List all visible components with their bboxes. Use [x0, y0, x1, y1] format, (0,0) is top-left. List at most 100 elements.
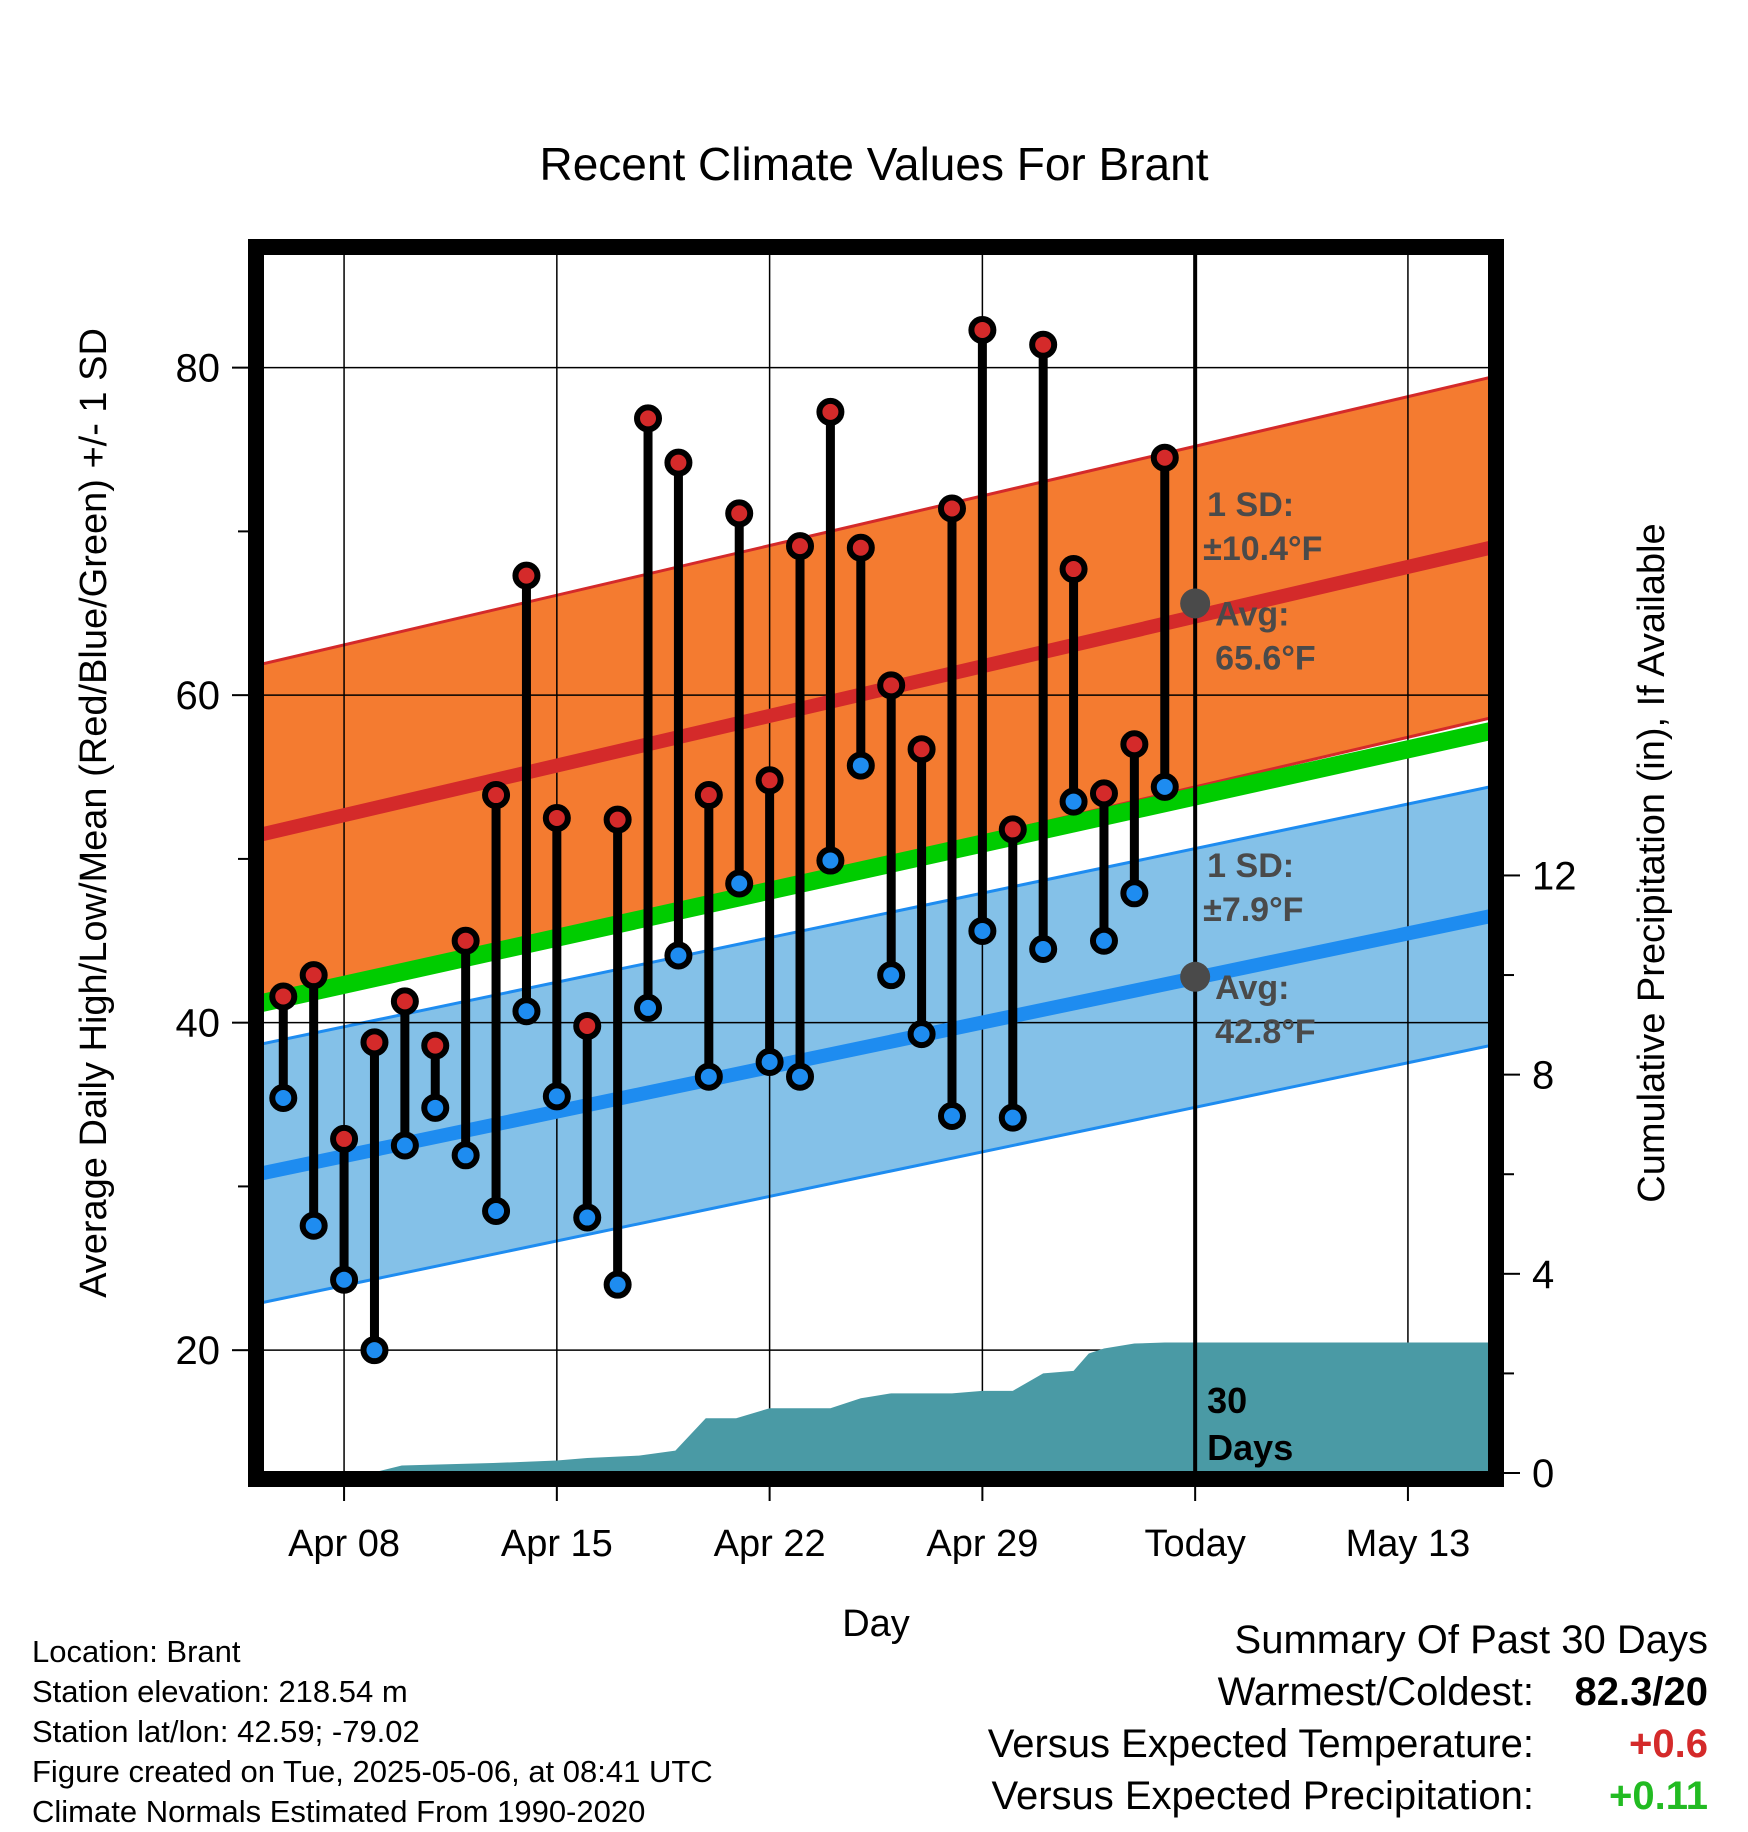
x-tick-label: May 13	[1346, 1523, 1471, 1565]
daily-high-point	[694, 781, 723, 810]
y2-tick-label: 12	[1532, 854, 1577, 898]
daily-low-point	[1029, 934, 1058, 963]
daily-high-point	[330, 1124, 359, 1153]
daily-high-point	[360, 1028, 389, 1057]
low-avg-marker	[1180, 961, 1211, 992]
daily-high-point	[755, 766, 784, 795]
daily-high-point	[816, 397, 845, 426]
days-word-label: Days	[1207, 1427, 1293, 1468]
daily-low-point	[1089, 926, 1118, 955]
plot-frame	[248, 239, 1504, 1487]
daily-low-point	[816, 846, 845, 875]
temp-vs-expected-label: Versus Expected Temperature:	[987, 1722, 1534, 1766]
daily-low-point	[937, 1102, 966, 1131]
precip-vs-expected-value: +0.11	[1608, 1774, 1708, 1818]
daily-high-point	[998, 815, 1027, 844]
low-sd-value: ±7.9°F	[1203, 891, 1303, 929]
daily-high-point	[573, 1011, 602, 1040]
daily-low-point	[1059, 787, 1088, 816]
days-count-label: 30	[1207, 1380, 1247, 1421]
summary-panel: Summary Of Past 30 Days Warmest/Coldest:…	[988, 1618, 1708, 1826]
y2-axis-label: Cumulative Precipitation (in), If Availa…	[1631, 523, 1673, 1202]
daily-high-point	[603, 805, 632, 834]
daily-low-point	[877, 961, 906, 990]
x-tick-label: Apr 22	[714, 1523, 826, 1565]
daily-low-point	[664, 941, 693, 970]
warmest-value: 82.3/20	[1574, 1670, 1708, 1714]
daily-low-point	[299, 1211, 328, 1240]
temp-vs-expected-value: +0.6	[1629, 1722, 1708, 1766]
daily-low-point	[725, 869, 754, 898]
daily-low-point	[421, 1093, 450, 1122]
daily-high-point	[390, 987, 419, 1016]
daily-low-point	[755, 1047, 784, 1076]
daily-high-point	[299, 961, 328, 990]
low-sd-title: 1 SD:	[1207, 847, 1294, 885]
low-avg-title: Avg:	[1215, 969, 1289, 1007]
daily-low-point	[451, 1141, 480, 1170]
high-sd-band-upper-edge	[262, 375, 1490, 666]
high-avg-title: Avg:	[1215, 595, 1289, 633]
precip-vs-expected-label: Versus Expected Precipitation:	[991, 1774, 1534, 1818]
daily-low-point	[573, 1203, 602, 1232]
daily-high-point	[1059, 555, 1088, 584]
low-sd-band-lower-edge	[262, 1044, 1490, 1305]
y-axis-label: Average Daily High/Low/Mean (Red/Blue/Gr…	[73, 328, 115, 1298]
daily-high-point	[907, 735, 936, 764]
daily-low-point	[482, 1196, 511, 1225]
location-text: Location: Brant	[32, 1634, 241, 1669]
latlon-text: Station lat/lon: 42.59; -79.02	[32, 1714, 420, 1749]
daily-high-point	[512, 561, 541, 590]
x-tick-label: Today	[1144, 1523, 1245, 1565]
daily-low-point	[603, 1270, 632, 1299]
daily-low-point	[694, 1062, 723, 1091]
y-tick-label: 40	[176, 1002, 221, 1046]
daily-low-point	[968, 916, 997, 945]
daily-high-point	[482, 781, 511, 810]
daily-low-point	[330, 1265, 359, 1294]
daily-low-point	[390, 1131, 419, 1160]
created-text: Figure created on Tue, 2025-05-06, at 08…	[32, 1754, 713, 1789]
warmest-label: Warmest/Coldest:	[1217, 1670, 1534, 1714]
daily-low-point	[786, 1062, 815, 1091]
daily-low-point	[512, 997, 541, 1026]
daily-high-point	[634, 404, 663, 433]
daily-high-point	[937, 494, 966, 523]
daily-high-point	[846, 533, 875, 562]
daily-low-point	[846, 751, 875, 780]
low-avg-value: 42.8°F	[1215, 1013, 1316, 1051]
daily-high-point	[725, 499, 754, 528]
high-normal-line	[262, 540, 1490, 842]
precip-area	[262, 1342, 1490, 1473]
daily-low-point	[1120, 879, 1149, 908]
y2-tick-label: 8	[1532, 1054, 1554, 1098]
daily-high-point	[269, 982, 298, 1011]
daily-high-point	[664, 448, 693, 477]
y-tick-label: 20	[176, 1329, 221, 1373]
daily-high-point	[877, 671, 906, 700]
chart-title: Recent Climate Values For Brant	[540, 138, 1209, 190]
high-sd-title: 1 SD:	[1207, 486, 1294, 524]
daily-low-point	[998, 1103, 1027, 1132]
y-tick-label: 80	[176, 347, 221, 391]
daily-low-point	[360, 1336, 389, 1365]
high-avg-marker	[1180, 588, 1211, 619]
daily-low-point	[907, 1020, 936, 1049]
daily-high-point	[542, 803, 571, 832]
x-axis-label: Day	[842, 1603, 910, 1645]
daily-high-point	[451, 926, 480, 955]
daily-high-point	[1150, 443, 1179, 472]
normals-text: Climate Normals Estimated From 1990-2020	[32, 1794, 646, 1829]
summary-title: Summary Of Past 30 Days	[1234, 1618, 1708, 1662]
station-info: Location: Brant Station elevation: 218.5…	[32, 1632, 713, 1832]
daily-high-point	[968, 315, 997, 344]
daily-low-point	[269, 1083, 298, 1112]
daily-high-point	[786, 532, 815, 561]
daily-high-point	[1089, 779, 1118, 808]
high-sd-value: ±10.4°F	[1203, 530, 1322, 568]
daily-high-point	[1120, 730, 1149, 759]
x-tick-label: Apr 15	[501, 1523, 613, 1565]
daily-low-point	[542, 1082, 571, 1111]
x-tick-label: Apr 08	[288, 1523, 400, 1565]
elevation-text: Station elevation: 218.54 m	[32, 1674, 408, 1709]
